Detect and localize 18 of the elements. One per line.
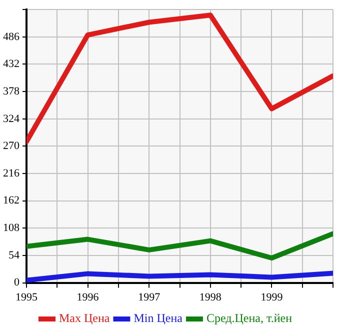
legend-label: Сред.Цена, т.йен — [206, 311, 293, 326]
y-tick-label: 486 — [3, 30, 20, 43]
x-tick-label: 1997 — [138, 291, 161, 304]
y-tick-label: 432 — [3, 58, 20, 70]
x-tick-label: 1995 — [16, 291, 38, 304]
y-tick-label: 54 — [8, 249, 20, 262]
legend-label: Max Цена — [58, 311, 110, 326]
legend-label: Min Цена — [134, 311, 184, 326]
y-tick-label: 378 — [3, 85, 20, 98]
x-tick-label: 1998 — [199, 291, 222, 304]
y-tick-label: 270 — [3, 140, 20, 152]
x-tick-label: 1996 — [76, 291, 100, 304]
y-tick-label: 0 — [14, 276, 20, 289]
x-tick-label: 1999 — [260, 291, 284, 304]
y-tick-label: 162 — [3, 194, 20, 207]
y-tick-label: 216 — [3, 167, 20, 180]
y-tick-label: 324 — [3, 112, 20, 125]
y-tick-label: 108 — [3, 222, 20, 234]
